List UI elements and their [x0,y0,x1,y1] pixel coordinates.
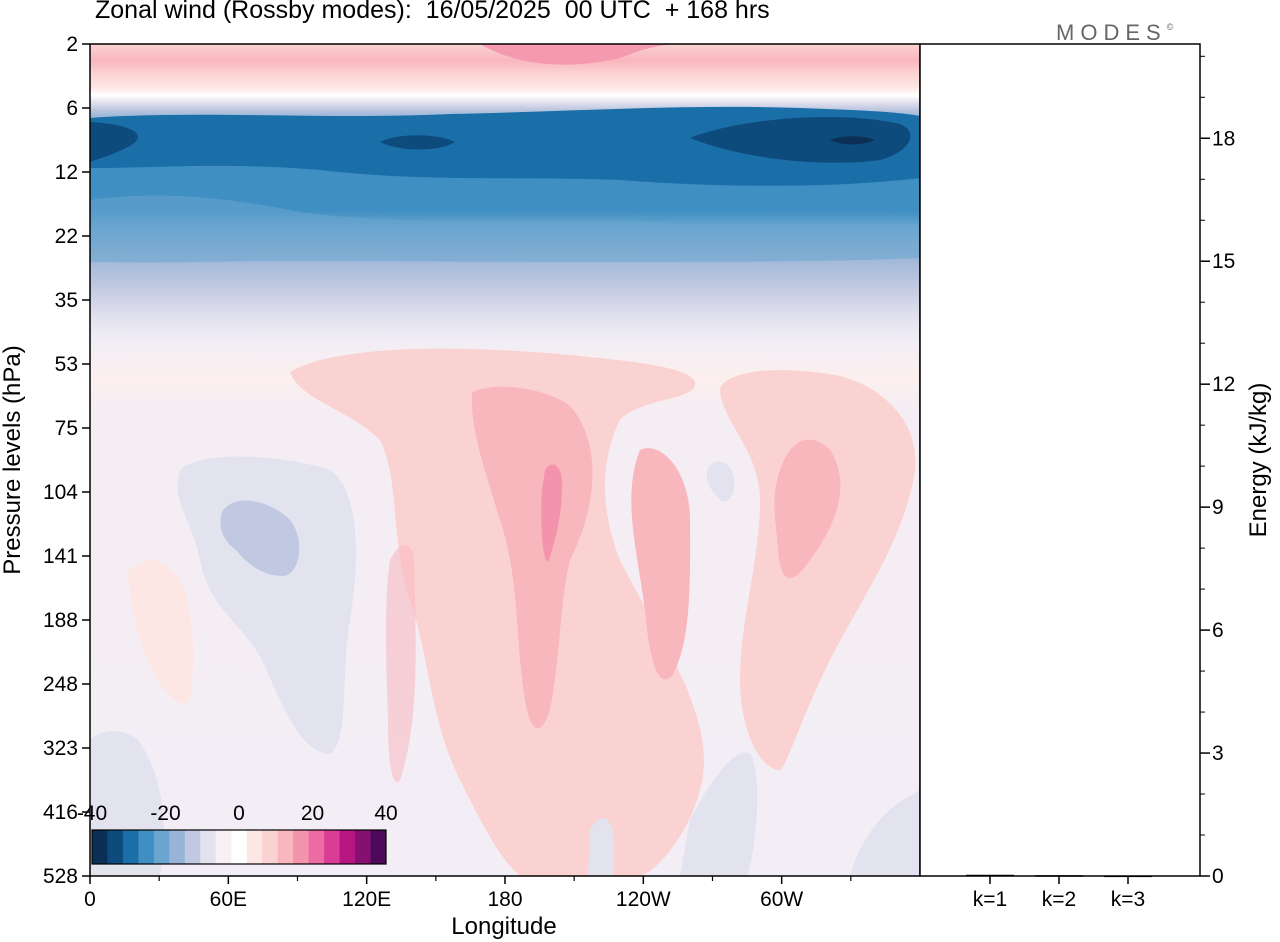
energy-category-label: k=1 [973,888,1007,911]
weak-westerly-30E [128,560,194,704]
colorbar-swatch [370,830,387,864]
x-tick-label: 60W [760,888,803,911]
weak-easterly-patch [706,461,735,502]
energy-bars: k=1 k=2 k=3 [966,874,1152,911]
chart-title: Zonal wind (Rossby modes): 16/05/2025 00… [95,0,770,24]
colorbar-swatch [355,830,372,864]
energy-tick-label: 15 [1212,250,1235,273]
colorbar-swatch [122,830,139,864]
colorbar-swatch [277,830,294,864]
energy-tick-label: 3 [1212,742,1224,765]
weak-easterly-southeast [850,790,920,876]
y-axis-label: Pressure levels (hPa) [0,345,26,574]
colorbar-swatch [293,830,310,864]
y-tick-label: 528 [43,865,78,888]
colorbar-tick-label: -40 [77,802,107,825]
westerly-max-120W [631,448,691,680]
energy-tick-label: 6 [1212,619,1224,642]
colorbar-frame [91,829,387,865]
easterly-jet-core-east [690,116,911,163]
colorbar-swatch [246,830,263,864]
colorbar: -40 -20 0 20 40 [77,802,398,865]
x-tick-label: 0 [84,888,96,911]
colorbar-swatch [231,830,248,864]
jet-lower-flank [90,195,920,263]
energy-tick-label: 9 [1212,496,1224,519]
y-tick-label: 188 [43,609,78,632]
easterly-jet-core-west [90,122,138,162]
y-tick-label: 6 [66,97,78,120]
y-tick-label: 141 [43,545,78,568]
colorbar-swatch [324,830,341,864]
energy-axis-label: Energy (kJ/kg) [1245,383,1272,538]
x-tick-label: 60E [210,888,247,911]
energy-tick-label: 12 [1212,373,1235,396]
x-tick-label: 120E [342,888,391,911]
easterly-jet-core-mid [380,135,455,150]
westerly-max-60W [774,439,841,579]
colorbar-swatch [262,830,279,864]
weak-easterly-90W [680,752,758,876]
y-tick-label: 53 [55,353,78,376]
contour-field [90,44,920,876]
energy-axis: 0 3 6 9 12 15 18 [1200,55,1235,888]
energy-tick-label: 0 [1212,865,1224,888]
energy-category-label: k=2 [1042,888,1076,911]
y-tick-label: 416 [43,801,78,824]
x-tick-label: 120W [616,888,671,911]
x-axis-label: Longitude [451,913,556,940]
colorbar-swatch [153,830,170,864]
colorbar-swatch [308,830,325,864]
colorbar-swatch [215,830,232,864]
energy-tick-label: 18 [1212,127,1235,150]
energy-panel-frame [919,43,1201,877]
easterly-core-60E [220,500,300,576]
easterly-jet-innermost [830,136,875,145]
colorbar-tick-label: -20 [150,802,180,825]
westerly-region-60W [720,370,916,770]
energy-bar [966,874,1014,877]
y-tick-label: 35 [55,289,78,312]
westerly-region-180 [290,348,704,876]
y-tick-label: 22 [55,225,78,248]
y-tick-label: 248 [43,673,78,696]
colorbar-swatch [184,830,201,864]
y-tick-label: 75 [55,417,78,440]
colorbar-tick-label: 0 [233,802,245,825]
pressure-axis: 2 6 12 22 35 53 75 104 141 188 248 323 416 528 [43,33,90,888]
colorbar-swatch [138,830,155,864]
upper-westerly-max [480,44,680,65]
colorbar-swatch [339,830,356,864]
colorbar-swatch [92,830,108,864]
colorbar-swatch [200,830,217,864]
westerly-core-180 [541,464,563,562]
energy-category-label: k=3 [1111,888,1145,911]
weak-easterly-150W [588,817,614,876]
colorbar-swatch [169,830,186,864]
easterly-jet-band [90,106,920,186]
y-tick-label: 104 [43,481,78,504]
y-tick-label: 2 [66,33,78,56]
y-tick-label: 12 [55,161,78,184]
colorbar-swatch [107,830,124,864]
longitude-axis: 0 60E 120E 180 120W 60W [84,876,852,911]
x-tick-label: 180 [487,888,522,911]
colorbar-tick-label: 20 [301,802,324,825]
weak-westerly-120E [386,545,416,782]
energy-bar [1035,875,1083,877]
westerly-max-180 [471,386,593,729]
y-tick-label: 323 [43,737,78,760]
colorbar-tick-label: 40 [374,802,397,825]
modes-logo: MODES© [1056,20,1174,45]
